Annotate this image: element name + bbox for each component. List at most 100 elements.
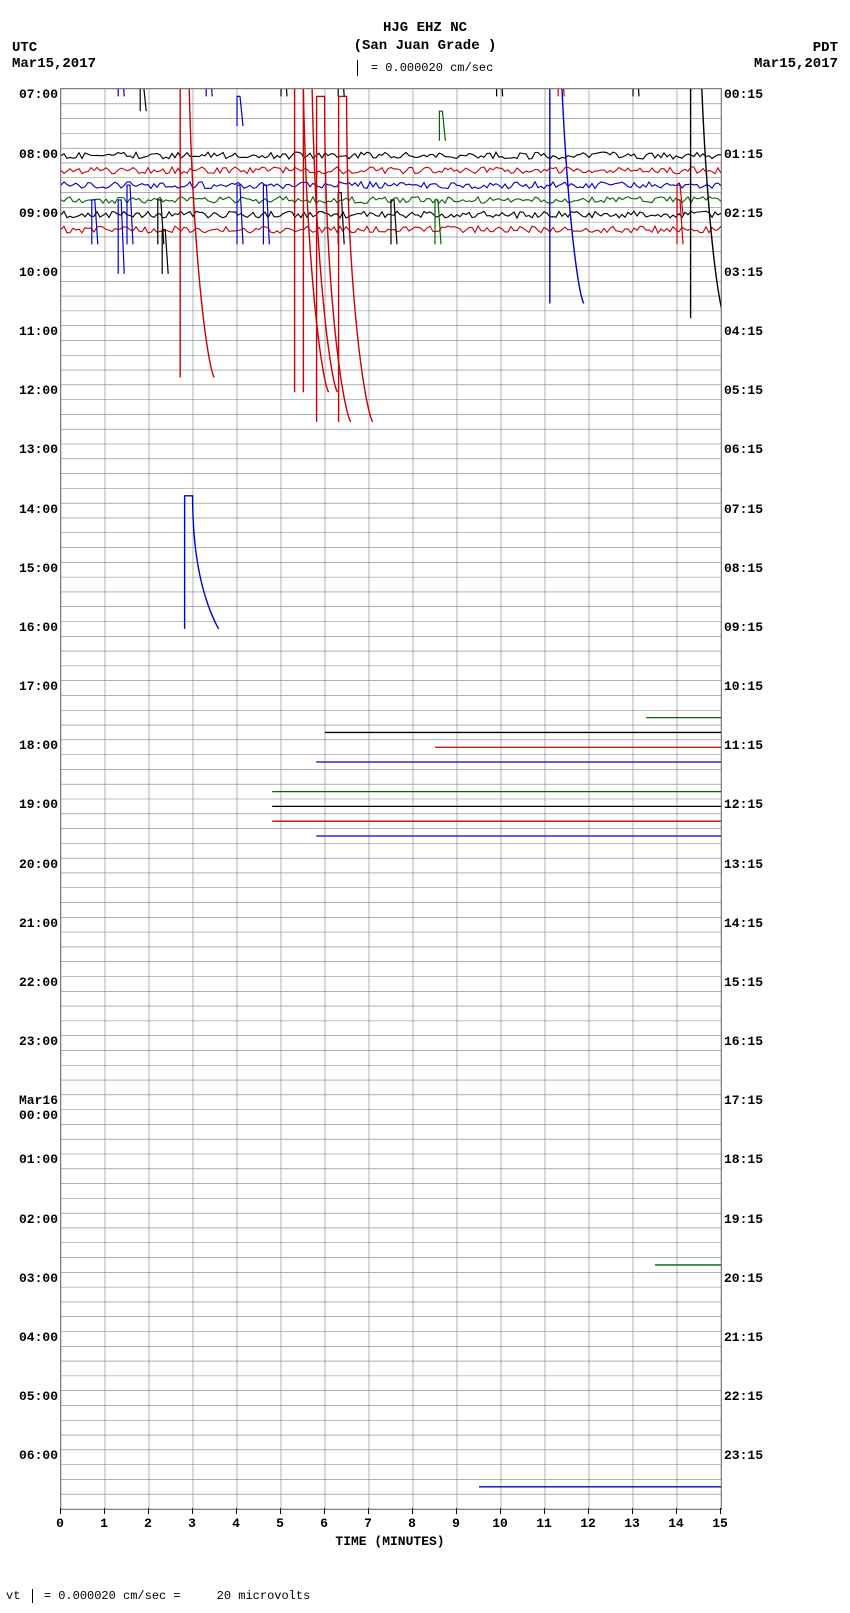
x-tick [676,1508,677,1514]
x-tick [412,1508,413,1514]
x-tick-label: 2 [144,1516,152,1531]
x-tick [60,1508,61,1514]
x-tick [632,1508,633,1514]
pdt-hour-label: 16:15 [724,1034,763,1049]
trace-canvas [61,89,721,1509]
left-tz-label: UTC [12,40,37,56]
x-tick-label: 9 [452,1516,460,1531]
x-tick [500,1508,501,1514]
pdt-hour-label: 10:15 [724,679,763,694]
utc-hour-label: 04:00 [19,1330,58,1345]
utc-hour-label: 22:00 [19,975,58,990]
utc-hour-label: 01:00 [19,1152,58,1167]
x-tick [104,1508,105,1514]
pdt-hour-label: 23:15 [724,1448,763,1463]
utc-hour-label: 07:00 [19,87,58,102]
utc-hour-label: 18:00 [19,738,58,753]
utc-hour-label: 00:00 [19,1108,58,1123]
pdt-hour-label: 09:15 [724,620,763,635]
utc-hour-label: 09:00 [19,206,58,221]
x-tick [280,1508,281,1514]
x-tick [588,1508,589,1514]
pdt-hour-label: 12:15 [724,797,763,812]
pdt-hour-label: 04:15 [724,324,763,339]
utc-hour-labels: 07:0008:0009:0010:0011:0012:0013:0014:00… [10,88,58,1508]
x-tick [368,1508,369,1514]
x-tick-label: 10 [492,1516,508,1531]
scale-text: = 0.000020 cm/sec [371,61,493,75]
station-subtitle: (San Juan Grade ) [0,38,850,54]
utc-hour-label: Mar16 [19,1093,58,1108]
x-tick-label: 6 [320,1516,328,1531]
pdt-hour-label: 06:15 [724,442,763,457]
pdt-hour-label: 05:15 [724,383,763,398]
x-tick-label: 3 [188,1516,196,1531]
utc-hour-label: 16:00 [19,620,58,635]
x-tick-label: 8 [408,1516,416,1531]
pdt-hour-label: 07:15 [724,502,763,517]
pdt-hour-label: 20:15 [724,1271,763,1286]
utc-hour-label: 12:00 [19,383,58,398]
right-tz-label: PDT [813,40,838,56]
pdt-hour-label: 13:15 [724,857,763,872]
pdt-hour-label: 11:15 [724,738,763,753]
x-axis-label: TIME (MINUTES) [60,1534,720,1549]
station-title: HJG EHZ NC [0,20,850,36]
utc-hour-label: 20:00 [19,857,58,872]
utc-hour-label: 08:00 [19,147,58,162]
x-tick [544,1508,545,1514]
x-tick [236,1508,237,1514]
x-tick-label: 0 [56,1516,64,1531]
pdt-hour-label: 00:15 [724,87,763,102]
pdt-hour-label: 19:15 [724,1212,763,1227]
utc-hour-label: 11:00 [19,324,58,339]
x-tick-label: 7 [364,1516,372,1531]
left-date: Mar15,2017 [12,56,96,72]
utc-hour-label: 19:00 [19,797,58,812]
x-tick-label: 12 [580,1516,596,1531]
x-tick [324,1508,325,1514]
pdt-hour-label: 14:15 [724,916,763,931]
footer-bar-icon [32,1589,33,1603]
footer-text-right: 20 microvolts [217,1589,311,1603]
utc-hour-label: 05:00 [19,1389,58,1404]
x-tick-label: 11 [536,1516,552,1531]
pdt-hour-label: 22:15 [724,1389,763,1404]
utc-hour-label: 02:00 [19,1212,58,1227]
utc-hour-label: 03:00 [19,1271,58,1286]
x-tick [192,1508,193,1514]
scale-bar-icon [357,60,358,76]
pdt-hour-label: 02:15 [724,206,763,221]
helicorder-plot [60,88,722,1510]
pdt-hour-label: 18:15 [724,1152,763,1167]
x-tick [456,1508,457,1514]
utc-hour-label: 21:00 [19,916,58,931]
x-tick-label: 15 [712,1516,728,1531]
pdt-hour-label: 17:15 [724,1093,763,1108]
pdt-hour-label: 08:15 [724,561,763,576]
footer-prefix: vt [6,1589,20,1603]
pdt-hour-label: 15:15 [724,975,763,990]
utc-hour-label: 17:00 [19,679,58,694]
x-tick-label: 5 [276,1516,284,1531]
pdt-hour-labels: 00:1501:1502:1503:1504:1505:1506:1507:15… [724,88,784,1508]
x-tick [148,1508,149,1514]
scale-indicator: = 0.000020 cm/sec [0,60,850,76]
x-tick-label: 1 [100,1516,108,1531]
pdt-hour-label: 03:15 [724,265,763,280]
utc-hour-label: 23:00 [19,1034,58,1049]
footer-scale: vt = 0.000020 cm/sec = 20 microvolts [6,1589,310,1603]
x-tick-label: 4 [232,1516,240,1531]
x-tick-label: 13 [624,1516,640,1531]
x-axis: TIME (MINUTES) 0123456789101112131415 [60,1508,720,1558]
x-tick-label: 14 [668,1516,684,1531]
seismogram-page: HJG EHZ NC (San Juan Grade ) = 0.000020 … [0,0,850,1613]
right-date: Mar15,2017 [754,56,838,72]
pdt-hour-label: 21:15 [724,1330,763,1345]
utc-hour-label: 10:00 [19,265,58,280]
x-tick [720,1508,721,1514]
utc-hour-label: 15:00 [19,561,58,576]
utc-hour-label: 06:00 [19,1448,58,1463]
utc-hour-label: 13:00 [19,442,58,457]
footer-text-left: = 0.000020 cm/sec = [44,1589,181,1603]
